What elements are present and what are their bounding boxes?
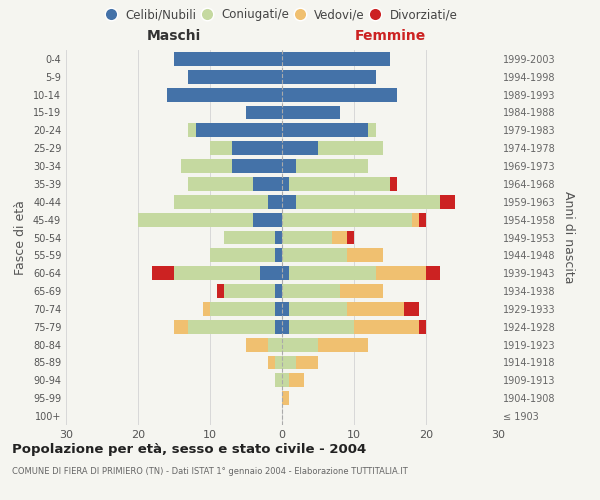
- Bar: [296, 356, 318, 370]
- Bar: [282, 106, 340, 120]
- Bar: [246, 106, 282, 120]
- Bar: [426, 266, 440, 280]
- Bar: [275, 320, 282, 334]
- Bar: [282, 195, 296, 209]
- Bar: [412, 212, 419, 226]
- Bar: [188, 320, 275, 334]
- Bar: [282, 212, 412, 226]
- Bar: [152, 266, 174, 280]
- Bar: [419, 212, 426, 226]
- Bar: [282, 230, 332, 244]
- Text: Popolazione per età, sesso e stato civile - 2004: Popolazione per età, sesso e stato civil…: [12, 442, 366, 456]
- Bar: [318, 141, 383, 155]
- Bar: [246, 338, 268, 351]
- Bar: [419, 320, 426, 334]
- Bar: [376, 266, 426, 280]
- Bar: [275, 248, 282, 262]
- Bar: [232, 141, 282, 155]
- Bar: [282, 177, 289, 191]
- Bar: [282, 356, 296, 370]
- Bar: [289, 374, 304, 388]
- Bar: [188, 124, 196, 138]
- Bar: [275, 230, 282, 244]
- Bar: [296, 159, 368, 173]
- Bar: [275, 302, 282, 316]
- Bar: [188, 70, 282, 84]
- Bar: [289, 266, 376, 280]
- Bar: [282, 338, 318, 351]
- Bar: [275, 374, 282, 388]
- Bar: [347, 248, 383, 262]
- Bar: [196, 124, 282, 138]
- Bar: [282, 159, 296, 173]
- Bar: [354, 320, 419, 334]
- Bar: [282, 70, 376, 84]
- Y-axis label: Anni di nascita: Anni di nascita: [562, 191, 575, 284]
- Bar: [282, 248, 347, 262]
- Bar: [282, 141, 318, 155]
- Bar: [275, 284, 282, 298]
- Bar: [332, 230, 347, 244]
- Bar: [174, 320, 188, 334]
- Bar: [282, 302, 289, 316]
- Bar: [340, 284, 383, 298]
- Bar: [282, 320, 289, 334]
- Bar: [347, 302, 404, 316]
- Legend: Celibi/Nubili, Coniugati/e, Vedovi/e, Divorziati/e: Celibi/Nubili, Coniugati/e, Vedovi/e, Di…: [107, 8, 457, 22]
- Bar: [260, 266, 282, 280]
- Bar: [289, 302, 347, 316]
- Bar: [440, 195, 455, 209]
- Bar: [282, 391, 289, 405]
- Bar: [138, 212, 253, 226]
- Bar: [282, 284, 340, 298]
- Text: Femmine: Femmine: [355, 29, 425, 43]
- Bar: [282, 374, 289, 388]
- Text: COMUNE DI FIERA DI PRIMIERO (TN) - Dati ISTAT 1° gennaio 2004 - Elaborazione TUT: COMUNE DI FIERA DI PRIMIERO (TN) - Dati …: [12, 468, 408, 476]
- Bar: [232, 159, 282, 173]
- Bar: [224, 230, 275, 244]
- Bar: [347, 230, 354, 244]
- Bar: [289, 177, 390, 191]
- Bar: [174, 195, 268, 209]
- Bar: [174, 52, 282, 66]
- Bar: [210, 141, 232, 155]
- Text: Maschi: Maschi: [147, 29, 201, 43]
- Bar: [318, 338, 368, 351]
- Bar: [174, 266, 260, 280]
- Bar: [188, 177, 253, 191]
- Bar: [282, 88, 397, 102]
- Bar: [224, 284, 275, 298]
- Bar: [390, 177, 397, 191]
- Bar: [289, 320, 354, 334]
- Bar: [404, 302, 419, 316]
- Bar: [268, 356, 275, 370]
- Bar: [167, 88, 282, 102]
- Bar: [253, 212, 282, 226]
- Bar: [181, 159, 232, 173]
- Y-axis label: Fasce di età: Fasce di età: [14, 200, 27, 275]
- Bar: [217, 284, 224, 298]
- Bar: [282, 266, 289, 280]
- Bar: [203, 302, 210, 316]
- Bar: [268, 195, 282, 209]
- Bar: [296, 195, 440, 209]
- Bar: [275, 356, 282, 370]
- Bar: [268, 338, 282, 351]
- Bar: [253, 177, 282, 191]
- Bar: [368, 124, 376, 138]
- Bar: [282, 52, 390, 66]
- Bar: [282, 124, 368, 138]
- Bar: [210, 248, 275, 262]
- Bar: [210, 302, 275, 316]
